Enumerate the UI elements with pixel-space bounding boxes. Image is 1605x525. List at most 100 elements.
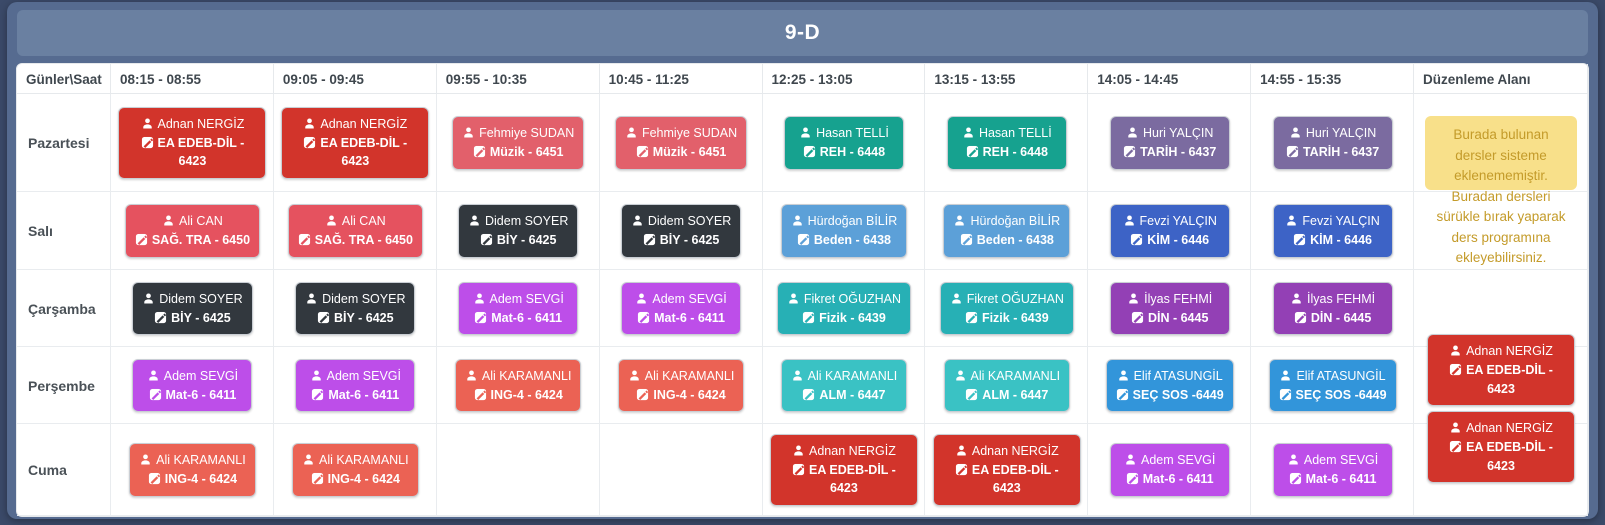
pencil-square-icon bbox=[1286, 145, 1299, 158]
teacher-name: Ali CAN bbox=[341, 214, 386, 229]
lesson-card[interactable]: Adem SEVGİ Mat-6 - 6411 bbox=[621, 281, 742, 336]
lesson-card[interactable]: Ali CAN SAĞ. TRA - 6450 bbox=[124, 204, 261, 258]
time-header: 14:55 - 15:35 bbox=[1251, 64, 1414, 94]
pencil-square-icon bbox=[802, 311, 815, 324]
user-icon bbox=[635, 292, 648, 305]
class-schedule-panel: 9-D Günler\Saat 08:15 - 08:55 09:05 - 09:4… bbox=[7, 2, 1598, 519]
pencil-square-icon bbox=[311, 388, 324, 401]
user-icon bbox=[1290, 292, 1303, 305]
teacher-line: Ali CAN bbox=[135, 212, 250, 231]
course-label: KİM - 6446 bbox=[1310, 233, 1372, 247]
course-label: SEÇ SOS -6449 bbox=[1295, 387, 1387, 402]
lesson-card[interactable]: Adem SEVGİ Mat-6 - 6411 bbox=[1272, 443, 1393, 497]
course-line: EA EDEB-DİL - 6423 bbox=[1437, 438, 1565, 476]
user-icon bbox=[141, 117, 154, 130]
user-icon bbox=[1285, 214, 1298, 227]
course-line: EA EDEB-DİL - 6423 bbox=[1437, 361, 1565, 399]
lesson-card[interactable]: Adnan NERGİZ EA EDEB-DİL - 6423 bbox=[118, 106, 267, 180]
user-icon bbox=[955, 444, 968, 457]
lesson-card[interactable]: Didem SOYER BİY - 6425 bbox=[458, 204, 579, 258]
schedule-cell: Fevzi YALÇIN KİM - 6446 bbox=[1251, 192, 1414, 270]
lesson-card[interactable]: Ali KARAMANLI ING-4 - 6424 bbox=[617, 358, 745, 413]
lesson-card[interactable]: Hasan TELLİ REH - 6448 bbox=[946, 116, 1067, 170]
lesson-card[interactable]: Adnan NERGİZ EA EDEB-DİL - 6423 bbox=[932, 433, 1081, 507]
lesson-card[interactable]: Ali CAN SAĞ. TRA - 6450 bbox=[287, 204, 423, 258]
teacher-line: Adem SEVGİ bbox=[142, 367, 242, 386]
schedule-cell: Ali KARAMANLI ALM - 6447 bbox=[925, 347, 1088, 424]
lesson-card[interactable]: Hürdoğan BİLİR Beden - 6438 bbox=[943, 204, 1071, 258]
lesson-card[interactable]: Fehmiye SUDAN Müzik - 6451 bbox=[452, 116, 585, 170]
course-label: REH - 6448 bbox=[982, 145, 1048, 159]
pencil-square-icon bbox=[1131, 311, 1144, 324]
teacher-name: Adem SEVGİ bbox=[1141, 453, 1216, 468]
course-line: DİN - 6445 bbox=[1120, 309, 1220, 328]
pencil-square-icon bbox=[154, 311, 167, 324]
pencil-square-icon bbox=[643, 233, 656, 246]
lesson-card[interactable]: Didem SOYER BİY - 6425 bbox=[620, 204, 742, 258]
teacher-name: Ali KARAMANLI bbox=[644, 368, 735, 383]
course-line: Mat-6 - 6411 bbox=[1283, 470, 1383, 489]
time-header: 09:55 - 10:35 bbox=[437, 64, 600, 94]
course-line: ALM - 6447 bbox=[954, 386, 1061, 405]
user-icon bbox=[625, 126, 638, 139]
lesson-card[interactable]: Elif ATASUNGİL SEÇ SOS -6449 bbox=[1268, 358, 1397, 413]
course-label: EA EDEB-DİL - 6423 bbox=[157, 135, 245, 169]
lesson-card[interactable]: Ali KARAMANLI ING-4 - 6424 bbox=[292, 443, 419, 497]
pending-lesson-card[interactable]: Adnan NERGİZ EA EDEB-DİL - 6423 bbox=[1427, 411, 1575, 484]
user-icon bbox=[962, 126, 975, 139]
teacher-line: Elif ATASUNGİL bbox=[1116, 367, 1224, 386]
lesson-card[interactable]: Adnan NERGİZ EA EDEB-DİL - 6423 bbox=[769, 433, 918, 507]
course-line: Fizik - 6439 bbox=[787, 309, 901, 328]
course-line: SAĞ. TRA - 6450 bbox=[135, 231, 250, 250]
schedule-cell: Hürdoğan BİLİR Beden - 6438 bbox=[925, 192, 1088, 270]
lesson-card[interactable]: Huri YALÇIN TARİH - 6437 bbox=[1272, 116, 1393, 170]
time-header: 13:15 - 13:55 bbox=[925, 64, 1088, 94]
lesson-card[interactable]: Adem SEVGİ Mat-6 - 6411 bbox=[132, 358, 253, 413]
lesson-card[interactable]: Didem SOYER BİY - 6425 bbox=[295, 281, 416, 336]
course-label: ING-4 - 6424 bbox=[327, 472, 400, 486]
lesson-card[interactable]: Adem SEVGİ Mat-6 - 6411 bbox=[458, 281, 579, 336]
user-icon bbox=[147, 369, 160, 382]
lesson-card[interactable]: Didem SOYER BİY - 6425 bbox=[132, 281, 253, 336]
user-icon bbox=[462, 126, 475, 139]
teacher-name: Elif ATASUNGİL bbox=[1133, 368, 1223, 383]
lesson-card[interactable]: Fehmiye SUDAN Müzik - 6451 bbox=[614, 116, 748, 170]
course-label: EA EDEB-DİL - 6423 bbox=[809, 462, 896, 496]
course-line: Mat-6 - 6411 bbox=[631, 309, 731, 328]
schedule-cell: Huri YALÇIN TARİH - 6437 bbox=[1251, 94, 1414, 192]
schedule-cell: Adnan NERGİZ EA EDEB-DİL - 6423 bbox=[274, 94, 437, 192]
lesson-card[interactable]: İlyas FEHMİ DİN - 6445 bbox=[1272, 281, 1393, 336]
lesson-card[interactable]: Adem SEVGİ Mat-6 - 6411 bbox=[1109, 443, 1230, 497]
lesson-card[interactable]: İlyas FEHMİ DİN - 6445 bbox=[1109, 281, 1230, 336]
teacher-name: Didem SOYER bbox=[485, 214, 569, 229]
course-label: EA EDEB-DİL - 6423 bbox=[1466, 362, 1553, 396]
lesson-card[interactable]: Fevzi YALÇIN KİM - 6446 bbox=[1272, 204, 1393, 258]
lesson-card[interactable]: Fikret OĞUZHAN Fizik - 6439 bbox=[939, 281, 1074, 336]
lesson-card[interactable]: Adem SEVGİ Mat-6 - 6411 bbox=[295, 358, 416, 413]
lesson-card[interactable]: Huri YALÇIN TARİH - 6437 bbox=[1109, 116, 1230, 170]
course-line: TARİH - 6437 bbox=[1120, 143, 1220, 162]
lesson-card[interactable]: Hasan TELLİ REH - 6448 bbox=[783, 116, 904, 170]
lesson-card[interactable]: Ali KARAMANLI ALM - 6447 bbox=[780, 358, 908, 413]
lesson-card[interactable]: Hürdoğan BİLİR Beden - 6438 bbox=[780, 204, 908, 258]
teacher-name: Adnan NERGİZ bbox=[320, 116, 408, 131]
teacher-name: Didem SOYER bbox=[647, 214, 732, 229]
schedule-cell: Adnan NERGİZ EA EDEB-DİL - 6423 bbox=[925, 424, 1088, 516]
teacher-line: Fikret OĞUZHAN bbox=[950, 290, 1064, 309]
course-line: SEÇ SOS -6449 bbox=[1279, 386, 1387, 405]
course-label: Mat-6 - 6411 bbox=[165, 387, 237, 402]
lesson-card[interactable]: Ali KARAMANLI ING-4 - 6424 bbox=[129, 443, 256, 497]
teacher-line: Fevzi YALÇIN bbox=[1120, 212, 1220, 231]
edit-area-header: Düzenleme Alanı bbox=[1414, 64, 1588, 94]
course-label: Müzik - 6451 bbox=[489, 145, 564, 159]
pencil-square-icon bbox=[474, 388, 487, 401]
pending-lesson-card[interactable]: Adnan NERGİZ EA EDEB-DİL - 6423 bbox=[1427, 334, 1575, 407]
lesson-card[interactable]: Ali KARAMANLI ING-4 - 6424 bbox=[454, 358, 582, 413]
lesson-card[interactable]: Elif ATASUNGİL SEÇ SOS -6449 bbox=[1105, 358, 1234, 413]
lesson-card[interactable]: Fikret OĞUZHAN Fizik - 6439 bbox=[776, 281, 912, 336]
lesson-card[interactable]: Adnan NERGİZ EA EDEB-DİL - 6423 bbox=[281, 106, 430, 180]
teacher-name: Hasan TELLİ bbox=[978, 126, 1052, 141]
lesson-card[interactable]: Ali KARAMANLI ALM - 6447 bbox=[943, 358, 1071, 413]
lesson-card[interactable]: Fevzi YALÇIN KİM - 6446 bbox=[1109, 204, 1230, 258]
teacher-line: Huri YALÇIN bbox=[1120, 124, 1220, 143]
